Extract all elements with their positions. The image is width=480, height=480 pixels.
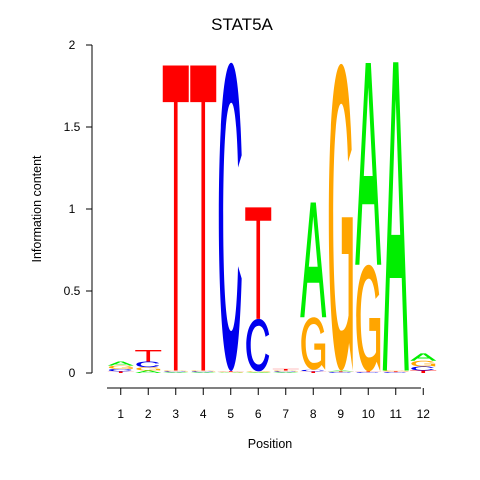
y-tick-label: 0 bbox=[69, 366, 76, 380]
logo-letter-t-pos-3 bbox=[162, 65, 189, 371]
logo-letter-g-pos-2 bbox=[136, 367, 161, 371]
logo-letter-g-pos-7 bbox=[273, 370, 298, 372]
logo-letter-g-pos-4 bbox=[191, 370, 216, 372]
logo-letter-a-pos-7 bbox=[272, 372, 299, 373]
logo-letter-c-pos-6 bbox=[246, 318, 270, 372]
x-tick-label: 2 bbox=[145, 407, 152, 421]
logo-letter-g-pos-3 bbox=[163, 370, 188, 372]
x-tick-label: 11 bbox=[390, 407, 403, 421]
x-tick-label: 12 bbox=[417, 407, 431, 421]
logo-letter-t-pos-11 bbox=[382, 371, 409, 373]
logo-letter-g-pos-9 bbox=[328, 63, 353, 371]
logo-letter-g-pos-12 bbox=[411, 360, 436, 367]
logo-letter-c-pos-4 bbox=[191, 371, 215, 373]
logo-letter-c-pos-8 bbox=[301, 369, 325, 372]
logo-letter-stacks bbox=[107, 62, 437, 373]
logo-letter-g-pos-11 bbox=[383, 370, 408, 372]
x-tick-label: 6 bbox=[255, 407, 262, 421]
logo-letter-t-pos-5 bbox=[217, 371, 244, 372]
logo-letter-a-pos-10 bbox=[355, 63, 382, 265]
logo-letter-a-pos-6 bbox=[245, 372, 272, 373]
x-tick-label: 5 bbox=[227, 407, 234, 421]
y-tick-label: 1 bbox=[69, 202, 76, 216]
x-tick-label: 4 bbox=[200, 407, 207, 421]
logo-letter-c-pos-7 bbox=[273, 371, 297, 373]
logo-letter-a-pos-4 bbox=[190, 372, 217, 373]
logo-letter-t-pos-4 bbox=[190, 65, 217, 371]
logo-letter-g-pos-10 bbox=[356, 264, 381, 372]
logo-letter-c-pos-2 bbox=[136, 361, 160, 368]
logo-letter-a-pos-3 bbox=[162, 372, 189, 373]
logo-letter-a-pos-9 bbox=[327, 370, 354, 372]
logo-letter-a-pos-1 bbox=[107, 361, 134, 366]
x-axis-label: Position bbox=[248, 437, 293, 451]
logo-letter-t-pos-12 bbox=[410, 370, 437, 373]
logo-letter-g-pos-1 bbox=[108, 365, 133, 369]
x-tick-label: 9 bbox=[337, 407, 344, 421]
x-tick-label: 7 bbox=[282, 407, 289, 421]
x-axis-ticks: 1 2 3 4 5 6 7 8 9 10 11 12 bbox=[117, 388, 430, 421]
logo-letter-t-pos-7 bbox=[272, 368, 299, 371]
logo-letter-c-pos-11 bbox=[383, 372, 407, 373]
logo-letter-g-pos-6 bbox=[246, 371, 271, 373]
x-tick-label: 10 bbox=[362, 407, 376, 421]
logo-letter-t-pos-2 bbox=[135, 350, 162, 362]
logo-letter-c-pos-1 bbox=[108, 368, 132, 372]
x-tick-label: 1 bbox=[117, 407, 124, 421]
logo-letter-t-pos-9 bbox=[327, 371, 354, 373]
logo-letter-t-pos-6 bbox=[245, 207, 272, 319]
logo-letter-t-pos-10 bbox=[355, 371, 382, 373]
logo-letter-c-pos-3 bbox=[163, 371, 187, 373]
logo-letter-c-pos-10 bbox=[356, 372, 380, 373]
logo-letter-g-pos-8 bbox=[301, 317, 326, 370]
logo-letter-c-pos-9 bbox=[328, 372, 352, 373]
x-tick-label: 3 bbox=[172, 407, 179, 421]
y-tick-label: 2 bbox=[69, 38, 76, 52]
logo-letter-a-pos-5 bbox=[217, 372, 244, 373]
logo-letter-a-pos-8 bbox=[300, 202, 327, 318]
logo-letter-a-pos-11 bbox=[382, 62, 409, 371]
logo-letter-a-pos-12 bbox=[410, 353, 437, 361]
y-tick-label: 0.5 bbox=[64, 284, 81, 298]
x-tick-label: 8 bbox=[310, 407, 317, 421]
logo-letter-g-pos-5 bbox=[218, 371, 243, 373]
y-tick-label: 1.5 bbox=[64, 120, 81, 134]
logo-letter-a-pos-2 bbox=[135, 370, 162, 373]
chart-title: STAT5A bbox=[211, 15, 273, 34]
y-axis-ticks: 0 0.5 1 1.5 2 bbox=[64, 38, 92, 380]
logo-letter-c-pos-5 bbox=[218, 62, 242, 372]
logo-letter-t-pos-8 bbox=[300, 371, 327, 373]
logo-letter-c-pos-12 bbox=[411, 366, 435, 371]
logo-letter-t-pos-1 bbox=[107, 371, 134, 373]
y-axis-label: Information content bbox=[30, 155, 44, 263]
